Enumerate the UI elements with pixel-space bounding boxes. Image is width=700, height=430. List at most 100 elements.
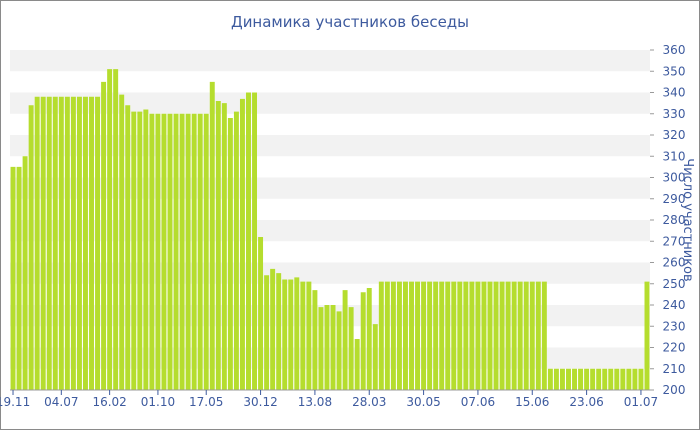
bar	[608, 368, 614, 390]
bar	[40, 96, 46, 390]
bar	[179, 113, 185, 390]
bar	[221, 103, 227, 390]
bar	[137, 111, 143, 390]
bar	[215, 101, 221, 390]
bar	[614, 368, 620, 390]
bar	[596, 368, 602, 390]
bar	[167, 113, 173, 390]
bar	[463, 281, 469, 390]
bar	[155, 113, 161, 390]
x-tick-label: 13.08	[298, 395, 332, 409]
bar	[239, 98, 245, 390]
bar	[10, 166, 16, 390]
y-tick-label: 280	[663, 213, 686, 227]
bar	[107, 69, 113, 390]
bar	[451, 281, 457, 390]
bar	[620, 368, 626, 390]
x-tick-label: 04.07	[44, 395, 78, 409]
x-tick-label: 28.03	[352, 395, 386, 409]
bar	[58, 96, 64, 390]
bar	[89, 96, 94, 390]
bar	[173, 113, 179, 390]
bar	[584, 368, 590, 390]
bar	[360, 292, 366, 390]
bar	[602, 368, 608, 390]
grid-band	[10, 50, 650, 72]
bar	[70, 96, 76, 390]
bar	[294, 277, 300, 390]
y-axis-ticks: 200 210 220 230 240 250 260 270 280 290 300 310 320 3…	[650, 43, 685, 397]
bar	[457, 281, 463, 390]
bar	[22, 156, 28, 390]
bar	[481, 281, 487, 390]
x-tick-label: 15.06	[515, 395, 549, 409]
bar	[82, 96, 88, 390]
bar	[366, 288, 372, 390]
bar	[529, 281, 535, 390]
bar	[553, 368, 559, 390]
bar	[197, 113, 203, 390]
x-tick-label: 30.12	[243, 395, 277, 409]
bar	[445, 281, 451, 390]
y-tick-label: 360	[663, 43, 686, 57]
bar	[276, 273, 282, 390]
x-tick-label: 19.11	[0, 395, 30, 409]
bar	[16, 166, 22, 390]
bar	[46, 96, 52, 390]
bar	[626, 368, 632, 390]
bar	[233, 111, 239, 390]
bar	[493, 281, 499, 390]
bar	[559, 368, 565, 390]
y-tick-label: 350	[663, 64, 686, 78]
bar	[511, 281, 517, 390]
x-tick-label: 16.02	[92, 395, 126, 409]
bar	[372, 324, 378, 390]
bar	[252, 92, 258, 390]
bar	[517, 281, 523, 390]
bar	[572, 368, 578, 390]
bar	[191, 113, 197, 390]
bar	[324, 305, 330, 390]
y-axis-label: Число участников	[680, 158, 695, 281]
bar	[258, 237, 264, 390]
bar	[161, 113, 167, 390]
y-tick-label: 260	[663, 256, 686, 270]
x-tick-label: 01.10	[141, 395, 175, 409]
bar	[209, 81, 215, 390]
bar	[415, 281, 421, 390]
x-tick-label: 30.05	[406, 395, 440, 409]
bar	[535, 281, 541, 390]
bar	[282, 279, 288, 390]
bar	[149, 113, 155, 390]
y-tick-label: 340	[663, 86, 686, 100]
bar	[306, 281, 312, 390]
y-tick-label: 230	[663, 319, 686, 333]
bar	[125, 105, 131, 390]
bar	[523, 281, 529, 390]
bar	[64, 96, 70, 390]
bar	[439, 281, 445, 390]
bar	[354, 339, 360, 390]
y-tick-label: 290	[663, 192, 686, 206]
bar	[632, 368, 638, 390]
bar	[578, 368, 584, 390]
bar	[378, 281, 384, 390]
bar	[300, 281, 306, 390]
bar	[143, 109, 149, 390]
bar	[547, 368, 553, 390]
bar	[318, 307, 324, 390]
bar	[638, 368, 644, 390]
x-tick-label: 07.06	[461, 395, 495, 409]
y-tick-label: 270	[663, 234, 686, 248]
bars	[10, 69, 650, 391]
bar	[644, 281, 650, 390]
bar	[246, 92, 251, 390]
bar	[427, 281, 433, 390]
x-tick-label: 17.05	[189, 395, 223, 409]
bar	[52, 96, 58, 390]
bar	[28, 105, 34, 390]
bar	[336, 311, 342, 390]
x-axis-ticks: 19.11 04.07 16.02 01.10 17.05 30.12 13.08 28.03…	[0, 390, 658, 409]
y-tick-label: 310	[663, 149, 686, 163]
